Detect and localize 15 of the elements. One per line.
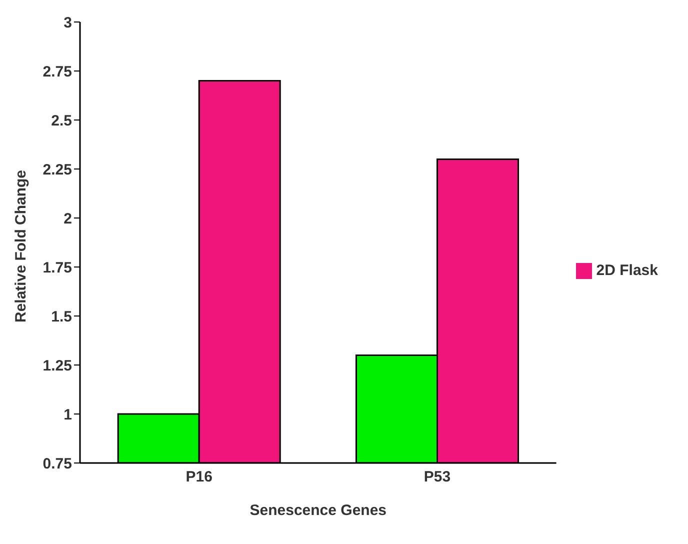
x-tick-label: P16 — [186, 468, 212, 486]
x-axis-title: Senescence Genes — [250, 502, 387, 519]
y-axis-title: Relative Fold Change — [12, 170, 30, 322]
legend-label: 2D Flask — [596, 262, 658, 279]
y-tick-label: 0.75 — [42, 455, 72, 472]
y-tick-label: 1.25 — [42, 357, 72, 374]
y-tick-label: 1 — [64, 406, 72, 424]
y-tick-label: 2 — [64, 210, 72, 228]
y-tick-label: 2.25 — [42, 161, 72, 178]
y-tick-label: 2.75 — [42, 63, 72, 80]
y-tick-label: 3 — [64, 14, 72, 32]
y-tick-label: 1.75 — [42, 259, 72, 276]
y-tick-label: 1.5 — [51, 308, 72, 326]
x-tick-label: P53 — [424, 468, 451, 486]
y-tick-label: 2.5 — [51, 112, 72, 130]
